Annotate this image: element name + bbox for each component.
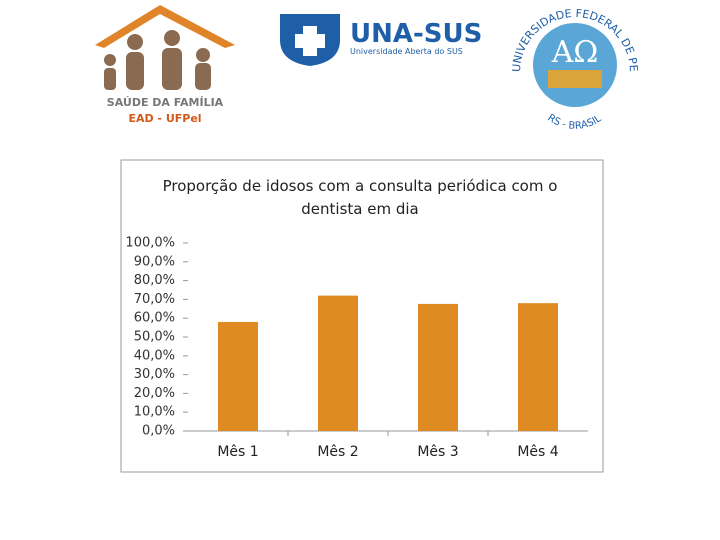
person bbox=[196, 48, 210, 62]
logo-unasus: UNA-SUS Universidade Aberta do SUS bbox=[280, 14, 482, 66]
person bbox=[164, 30, 180, 46]
person bbox=[104, 68, 116, 90]
y-tick-label: 50,0% bbox=[134, 330, 175, 345]
logo-subtitle: EAD - UFPel bbox=[128, 112, 201, 125]
person bbox=[127, 34, 143, 50]
x-tick-label: Mês 1 bbox=[217, 444, 258, 460]
y-tick-label: 100,0% bbox=[125, 236, 175, 251]
y-tick-label: 90,0% bbox=[134, 254, 175, 269]
person bbox=[126, 52, 144, 90]
bar bbox=[418, 303, 458, 431]
chart-title-box: Proporção de idosos com a consulta perió… bbox=[162, 177, 558, 218]
seal-bottom: RS - BRASIL bbox=[545, 112, 603, 131]
x-tick-label: Mês 4 bbox=[517, 444, 558, 460]
chart-title: Proporção de idosos com a consulta perió… bbox=[162, 177, 558, 218]
seal-bottom-text: RS - BRASIL bbox=[545, 112, 603, 131]
person bbox=[104, 54, 116, 66]
bar bbox=[518, 303, 558, 431]
x-tick-label: Mês 2 bbox=[317, 444, 358, 460]
cross bbox=[295, 26, 325, 56]
y-tick-label: 70,0% bbox=[134, 292, 175, 307]
logo-saude-familia: SAÚDE DA FAMÍLIA EAD - UFPel bbox=[95, 5, 235, 125]
person bbox=[162, 48, 182, 90]
y-tick-label: 0,0% bbox=[142, 424, 175, 439]
y-tick-label: 80,0% bbox=[134, 273, 175, 288]
logo-title: SAÚDE DA FAMÍLIA bbox=[107, 96, 224, 109]
y-tick-label: 10,0% bbox=[134, 405, 175, 420]
y-tick-label: 20,0% bbox=[134, 386, 175, 401]
logo-title: UNA-SUS bbox=[350, 19, 482, 49]
y-tick-label: 60,0% bbox=[134, 311, 175, 326]
x-tick-label: Mês 3 bbox=[417, 444, 458, 460]
bar bbox=[318, 295, 358, 431]
y-tick-label: 40,0% bbox=[134, 348, 175, 363]
seal-boat bbox=[548, 70, 602, 88]
seal-symbol: AΩ bbox=[551, 35, 599, 70]
bar bbox=[218, 321, 258, 431]
person bbox=[195, 63, 211, 90]
roof bbox=[95, 5, 235, 48]
y-tick-label: 30,0% bbox=[134, 367, 175, 382]
plot: 0,0% 10,0% 20,0% 30,0% 40,0% 50,0% 60,0% 70,0% 8… bbox=[125, 236, 588, 460]
logo-subtitle: Universidade Aberta do SUS bbox=[350, 47, 463, 56]
